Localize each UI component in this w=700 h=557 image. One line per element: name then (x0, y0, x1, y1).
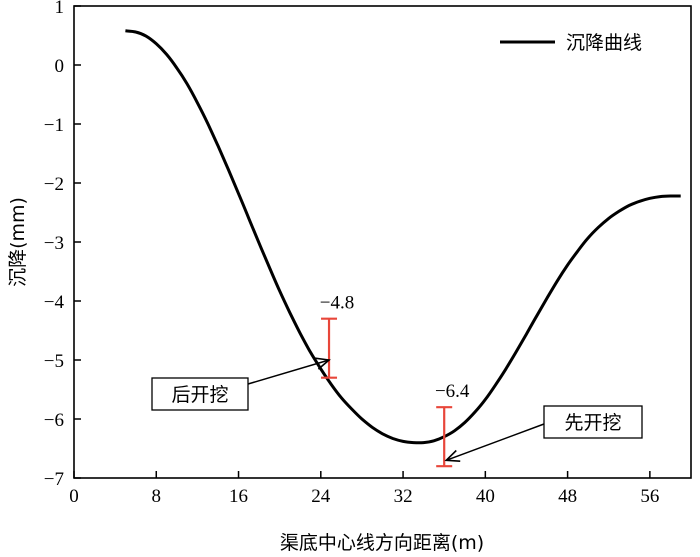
annotation-label: 后开挖 (171, 384, 228, 406)
x-axis-title: 渠底中心线方向距离(m) (280, 532, 484, 554)
x-tick-label: 24 (311, 486, 331, 507)
error-bars: −4.8 −6.4 (320, 293, 470, 468)
y-tick-label: −5 (44, 351, 64, 372)
arrow-head (315, 357, 331, 370)
settlement-curve (125, 29, 681, 445)
y-tick-label: −7 (44, 469, 64, 490)
x-tick-label: 48 (558, 486, 577, 507)
x-axis: 0 8 16 24 32 40 48 56 (69, 471, 659, 507)
y-tick-label: −6 (44, 410, 64, 431)
x-tick-label: 32 (394, 486, 413, 507)
arrow-head (444, 449, 461, 462)
y-tick-label: −1 (44, 115, 64, 136)
annotation-arrow (247, 359, 330, 385)
y-tick-label: −4 (44, 292, 65, 313)
x-tick-label: 40 (476, 486, 495, 507)
annotation-box (543, 405, 643, 439)
data-label: −4.8 (320, 293, 354, 314)
x-tick-label: 8 (152, 486, 162, 507)
y-axis-title: 沉降(mm) (7, 197, 29, 287)
y-tick-label: 1 (55, 0, 65, 18)
legend-label: 沉降曲线 (566, 32, 642, 54)
y-tick-label: 0 (55, 56, 65, 77)
x-tick-label: 16 (229, 486, 248, 507)
y-axis: 1 0 −1 −2 −3 −4 −5 −6 −7 (44, 0, 81, 490)
y-tick-label: −3 (44, 233, 64, 254)
annotation-box (151, 377, 249, 411)
legend: 沉降曲线 (500, 32, 642, 54)
annotation-arrow (445, 423, 545, 462)
x-tick-label: 0 (69, 486, 79, 507)
data-label: −6.4 (435, 381, 470, 402)
y-tick-label: −2 (44, 174, 64, 195)
x-tick-label: 56 (640, 486, 659, 507)
annotation-label: 先开挖 (564, 412, 621, 434)
